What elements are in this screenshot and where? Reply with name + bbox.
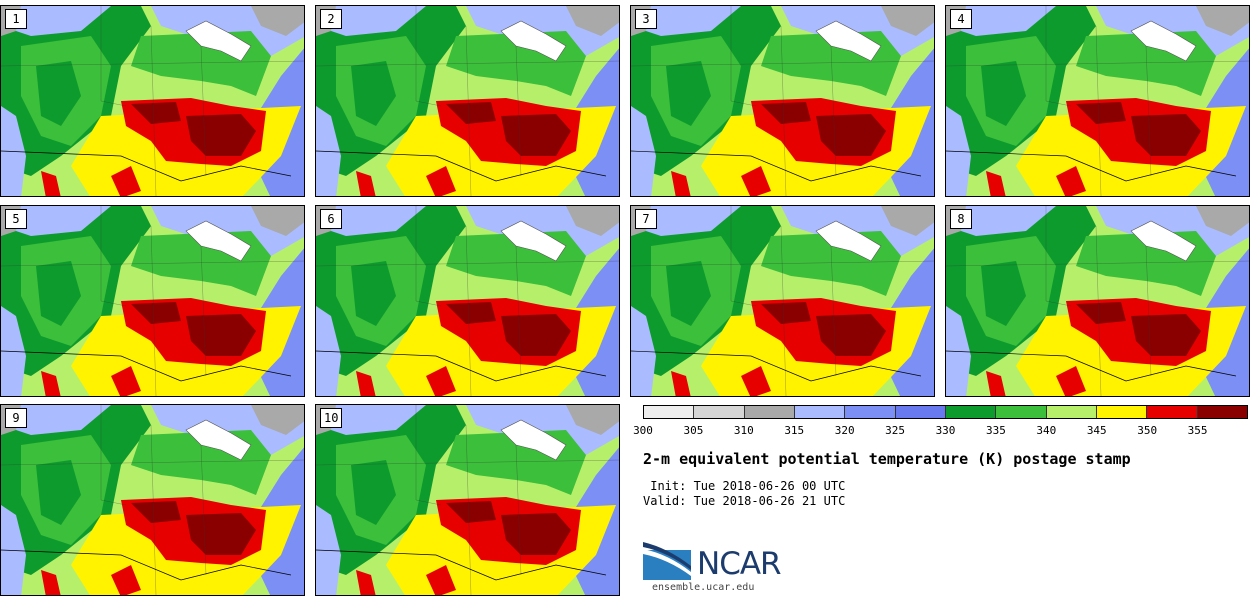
color-scale-segment bbox=[996, 406, 1047, 418]
map-image bbox=[946, 6, 1249, 196]
init-time: Init: Tue 2018-06-26 00 UTC bbox=[643, 479, 846, 493]
map-image bbox=[946, 206, 1249, 396]
color-scale-tick-label: 310 bbox=[733, 424, 754, 437]
map-image bbox=[316, 6, 619, 196]
color-scale-segment bbox=[895, 406, 946, 418]
color-scale-tick-label: 340 bbox=[1036, 424, 1057, 437]
ensemble-member-map-4: 4 bbox=[945, 5, 1250, 197]
ensemble-member-map-3: 3 bbox=[630, 5, 935, 197]
member-label: 5 bbox=[5, 209, 27, 229]
map-image bbox=[1, 206, 304, 396]
ensemble-member-map-2: 2 bbox=[315, 5, 620, 197]
member-label: 10 bbox=[320, 408, 343, 428]
member-label: 6 bbox=[320, 209, 342, 229]
color-scale-segment bbox=[794, 406, 846, 418]
color-scale-tick-label: 335 bbox=[985, 424, 1006, 437]
color-scale-tick-label: 345 bbox=[1086, 424, 1107, 437]
ncar-logo-icon bbox=[643, 542, 691, 580]
map-image bbox=[631, 6, 934, 196]
ensemble-member-map-9: 9 bbox=[0, 404, 305, 596]
color-scale-segment bbox=[1096, 406, 1148, 418]
color-scale-segment bbox=[845, 406, 896, 418]
ensemble-member-map-5: 5 bbox=[0, 205, 305, 397]
ensemble-member-map-1: 1 bbox=[0, 5, 305, 197]
color-scale-tick-label: 305 bbox=[683, 424, 704, 437]
color-scale-segment bbox=[694, 406, 745, 418]
color-scale-segment bbox=[644, 406, 695, 418]
member-label: 7 bbox=[635, 209, 657, 229]
map-image bbox=[631, 206, 934, 396]
ncar-logo-text: NCAR bbox=[697, 546, 782, 582]
color-scale-tick-label: 300 bbox=[633, 424, 653, 437]
color-scale-tick-label: 350 bbox=[1137, 424, 1158, 437]
color-scale-bar bbox=[643, 405, 1248, 419]
color-scale-tick-label: 330 bbox=[935, 424, 956, 437]
map-image bbox=[1, 6, 304, 196]
ensemble-member-map-7: 7 bbox=[630, 205, 935, 397]
member-label: 8 bbox=[950, 209, 972, 229]
ensemble-member-map-8: 8 bbox=[945, 205, 1250, 397]
website-url: ensemble.ucar.edu bbox=[652, 582, 755, 593]
color-scale-segment bbox=[1197, 406, 1247, 418]
map-image bbox=[316, 206, 619, 396]
color-scale-segment bbox=[1147, 406, 1198, 418]
map-image bbox=[1, 405, 304, 595]
color-scale-tick-label: 355 bbox=[1187, 424, 1208, 437]
member-label: 2 bbox=[320, 9, 342, 29]
ensemble-member-map-6: 6 bbox=[315, 205, 620, 397]
color-scale-tick-label: 325 bbox=[885, 424, 906, 437]
chart-title: 2-m equivalent potential temperature (K)… bbox=[643, 450, 1131, 468]
member-label: 9 bbox=[5, 408, 27, 428]
map-image bbox=[316, 405, 619, 595]
ensemble-member-map-10: 10 bbox=[315, 404, 620, 596]
color-scale-segment bbox=[1046, 406, 1097, 418]
valid-time: Valid: Tue 2018-06-26 21 UTC bbox=[643, 494, 846, 508]
color-scale-segment bbox=[744, 406, 795, 418]
color-scale-tick-label: 320 bbox=[834, 424, 855, 437]
member-label: 3 bbox=[635, 9, 657, 29]
color-scale-segment bbox=[945, 406, 997, 418]
member-label: 4 bbox=[950, 9, 972, 29]
member-label: 1 bbox=[5, 9, 27, 29]
color-scale-tick-label: 315 bbox=[784, 424, 805, 437]
